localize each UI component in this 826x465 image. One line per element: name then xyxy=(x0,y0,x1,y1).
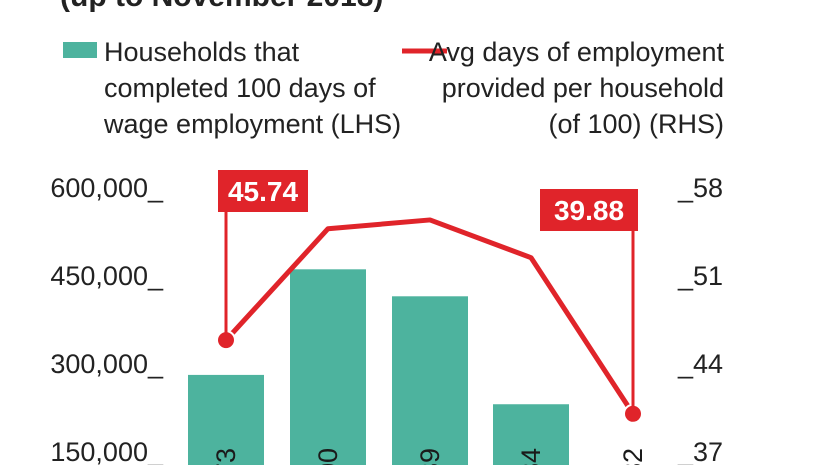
callout-value: 39.88 xyxy=(554,195,624,226)
legend-swatch-households xyxy=(63,42,97,58)
left-axis: 150,000_ 300,000_ 450,000_ 600,000_ xyxy=(50,173,164,465)
bar xyxy=(290,269,366,465)
bar xyxy=(188,374,264,465)
legend-label-avg-days-line-3: (of 100) (RHS) xyxy=(548,109,724,139)
bar-value-labels: 73 00 39 84 82 xyxy=(211,448,648,465)
left-tick-label: 300,000_ xyxy=(50,349,164,379)
legend-label-avg-days-line-1: Avg days of employment xyxy=(429,37,725,67)
right-tick-label: _51 xyxy=(677,261,723,291)
chart-subtitle: (up to November 2018) xyxy=(60,0,383,13)
left-tick-label: 600,000_ xyxy=(50,173,164,203)
callout-box xyxy=(540,189,638,231)
callout-box xyxy=(218,170,308,212)
legend-label-households-line-2: completed 100 days of xyxy=(104,73,376,103)
bar-value-label: 82 xyxy=(618,448,648,465)
left-tick-label: 150,000_ xyxy=(50,437,164,465)
right-axis: _37 _44 _51 _58 xyxy=(677,173,723,465)
legend-label-households-line-3: wage employment (LHS) xyxy=(103,109,401,139)
right-tick-label: _37 xyxy=(677,437,723,465)
legend-label-avg-days-line-2: provided per household xyxy=(442,73,724,103)
bar xyxy=(493,404,569,465)
bar-value-label: 39 xyxy=(415,448,445,465)
bar-series-households xyxy=(188,269,569,465)
callouts: 45.74 39.88 xyxy=(218,170,638,414)
left-tick-label: 450,000_ xyxy=(50,261,164,291)
bar xyxy=(392,296,468,465)
line-series-avg-days xyxy=(224,217,636,416)
bar-value-label: 73 xyxy=(211,448,241,465)
bar-value-label: 00 xyxy=(313,448,343,465)
callout-value: 45.74 xyxy=(228,176,298,207)
legend-label-households-line-1: Households that xyxy=(104,37,300,67)
right-tick-label: _44 xyxy=(677,349,723,379)
bar-value-label: 84 xyxy=(516,448,546,465)
right-tick-label: _58 xyxy=(677,173,723,203)
